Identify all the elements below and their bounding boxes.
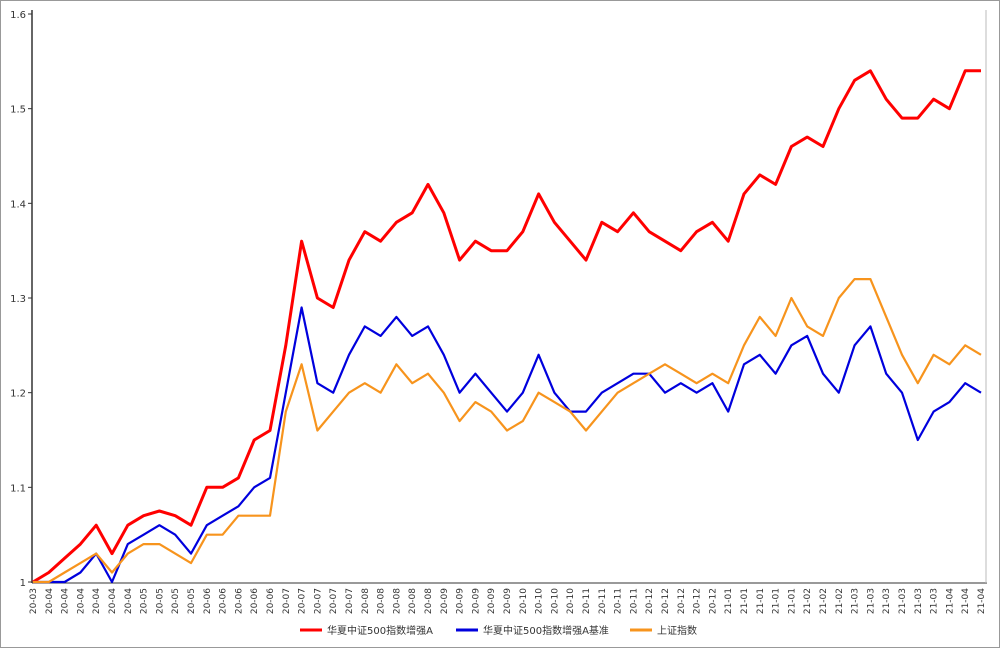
x-tick-label: 20-06 <box>266 588 276 614</box>
x-tick-label: 20-10 <box>535 588 545 614</box>
x-tick-label: 21-04 <box>961 588 971 614</box>
x-tick-label: 21-01 <box>772 588 782 614</box>
x-tick-label: 20-09 <box>487 588 497 614</box>
legend-label: 华夏中证500指数增强A <box>327 624 433 637</box>
legend-label: 上证指数 <box>657 624 697 637</box>
x-tick-label: 20-12 <box>677 588 687 614</box>
y-tick-label: 1.3 <box>10 294 26 305</box>
x-tick-label: 20-07 <box>313 588 323 614</box>
x-tick-label: 21-01 <box>756 588 766 614</box>
x-tick-label: 20-06 <box>203 588 213 614</box>
x-tick-label: 20-06 <box>250 588 260 614</box>
x-tick-label: 21-03 <box>914 588 924 614</box>
y-tick-label: 1.2 <box>10 389 26 400</box>
x-tick-label: 21-02 <box>819 588 829 614</box>
x-tick-label: 20-08 <box>424 588 434 614</box>
x-tick-label: 20-05 <box>155 588 165 614</box>
x-tick-label: 21-04 <box>977 588 987 614</box>
x-tick-label: 20-05 <box>187 588 197 614</box>
legend-label: 华夏中证500指数增强A基准 <box>483 624 609 637</box>
x-tick-label: 20-09 <box>503 588 513 614</box>
y-tick-label: 1.4 <box>10 199 26 210</box>
x-tick-label: 20-04 <box>124 588 134 614</box>
x-tick-label: 21-01 <box>724 588 734 614</box>
x-tick-label: 21-01 <box>787 588 797 614</box>
x-tick-label: 20-09 <box>471 588 481 614</box>
x-tick-label: 21-01 <box>740 588 750 614</box>
x-tick-label: 20-07 <box>329 588 339 614</box>
x-tick-label: 20-11 <box>614 588 624 614</box>
x-tick-label: 20-09 <box>456 588 466 614</box>
x-tick-label: 20-10 <box>550 588 560 614</box>
x-tick-label: 20-12 <box>708 588 718 614</box>
x-tick-label: 20-11 <box>582 588 592 614</box>
x-tick-label: 20-06 <box>234 588 244 614</box>
x-tick-label: 20-04 <box>45 588 55 614</box>
x-tick-label: 21-03 <box>898 588 908 614</box>
x-tick-label: 20-07 <box>345 588 355 614</box>
x-tick-label: 21-03 <box>930 588 940 614</box>
x-tick-label: 20-12 <box>693 588 703 614</box>
x-tick-label: 20-05 <box>140 588 150 614</box>
x-tick-label: 20-11 <box>598 588 608 614</box>
y-tick-label: 1.6 <box>10 10 26 21</box>
x-tick-label: 20-04 <box>61 588 71 614</box>
y-tick-label: 1 <box>20 578 26 589</box>
series-line <box>33 278 982 584</box>
x-tick-label: 20-12 <box>661 588 671 614</box>
x-tick-label: 21-02 <box>835 588 845 614</box>
x-tick-label: 21-03 <box>866 588 876 614</box>
x-tick-label: 21-03 <box>851 588 861 614</box>
x-tick-label: 20-04 <box>76 588 86 614</box>
y-tick-label: 1.1 <box>10 483 26 494</box>
x-tick-label: 20-10 <box>519 588 529 614</box>
x-tick-label: 20-09 <box>440 588 450 614</box>
y-tick-label: 1.5 <box>10 105 26 116</box>
x-tick-label: 20-07 <box>282 588 292 614</box>
x-tick-label: 20-06 <box>219 588 229 614</box>
x-tick-label: 21-04 <box>945 588 955 614</box>
x-tick-label: 20-04 <box>92 588 102 614</box>
x-tick-label: 21-03 <box>882 588 892 614</box>
x-tick-label: 20-08 <box>408 588 418 614</box>
x-tick-label: 20-05 <box>171 588 181 614</box>
x-tick-label: 20-08 <box>392 588 402 614</box>
x-tick-label: 20-08 <box>361 588 371 614</box>
x-tick-label: 20-11 <box>629 588 639 614</box>
series-line <box>33 306 982 584</box>
x-tick-label: 20-03 <box>29 588 39 614</box>
x-tick-label: 20-08 <box>377 588 387 614</box>
x-tick-label: 20-10 <box>566 588 576 614</box>
x-tick-label: 20-04 <box>108 588 118 614</box>
x-tick-label: 20-07 <box>298 588 308 614</box>
x-tick-label: 21-02 <box>803 588 813 614</box>
series-line <box>32 69 981 584</box>
x-tick-label: 20-12 <box>645 588 655 614</box>
